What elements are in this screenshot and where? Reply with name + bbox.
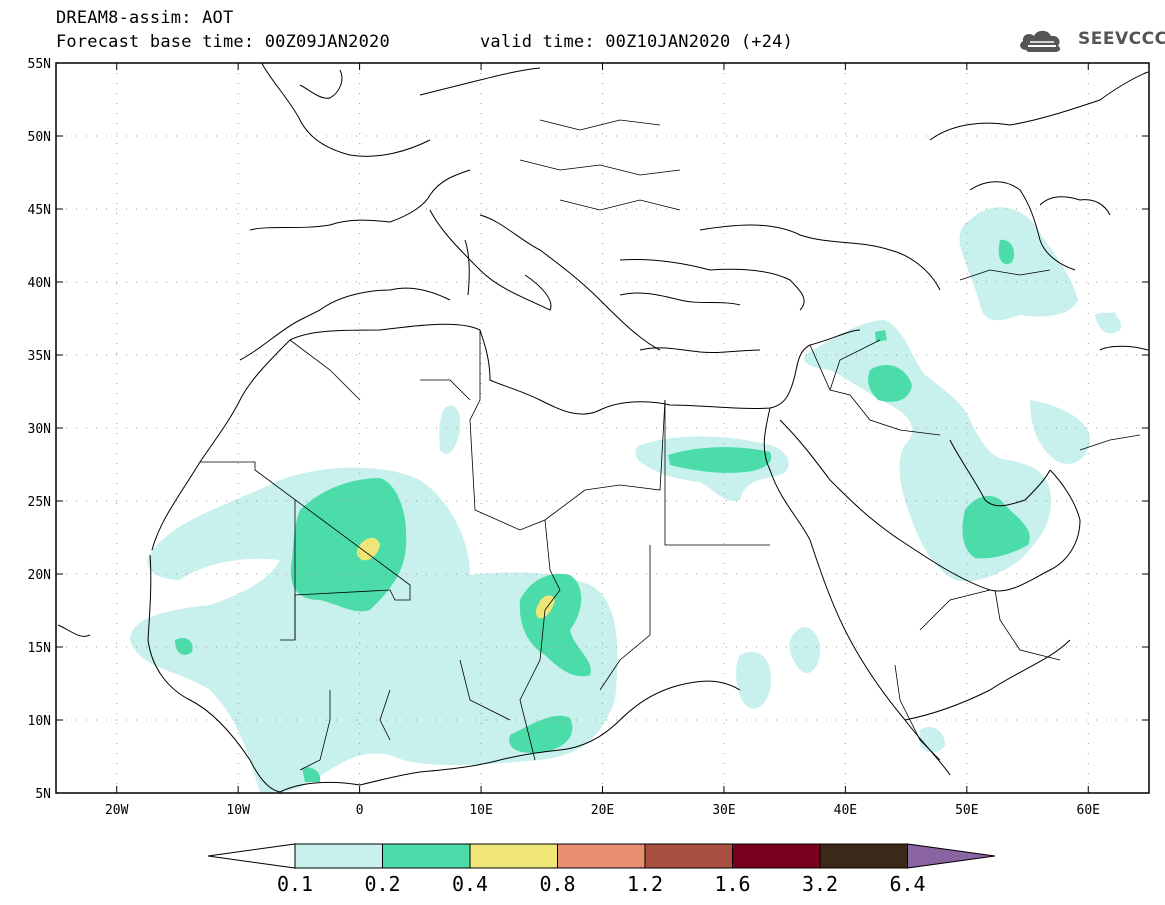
colorbar-swatch [644, 843, 733, 869]
lat-tick-label: 5N [35, 787, 51, 802]
colorbar-level-label: 3.2 [802, 872, 838, 896]
coastlines [57, 63, 1149, 793]
colorbar-level-label: 0.2 [364, 872, 400, 896]
colorbar-swatch [469, 843, 558, 869]
colorbar-level-label: 0.8 [539, 872, 575, 896]
lon-tick-label: 50E [955, 803, 978, 818]
lat-tick-label: 45N [28, 203, 51, 218]
logo-text: SEEVCCC [1078, 29, 1165, 49]
longitude-axis: 20W 10W 0 10E 20E 30E 40E 50E 60E [105, 63, 1100, 818]
latitude-axis: 55N 50N 45N 40N 35N 30N 25N 20N 15N 10N 5N [28, 57, 1149, 802]
lat-tick-label: 25N [28, 495, 51, 510]
lon-tick-label: 60E [1077, 803, 1100, 818]
colorbar-level-label: 1.2 [627, 872, 663, 896]
colorbar: 0.1 0.2 0.4 0.8 1.2 1.6 3.2 6.4 [207, 843, 996, 896]
lat-tick-label: 30N [28, 422, 51, 437]
lat-tick-label: 50N [28, 130, 51, 145]
aot-field [130, 207, 1121, 792]
lon-tick-label: 10W [226, 803, 250, 818]
lon-tick-label: 20E [591, 803, 614, 818]
lat-tick-label: 20N [28, 568, 51, 583]
colorbar-over-arrow [907, 843, 996, 869]
lon-tick-label: 20W [105, 803, 129, 818]
lon-tick-label: 30E [712, 803, 735, 818]
forecast-base-time: Forecast base time: 00Z09JAN2020 [56, 32, 390, 52]
graticule [56, 63, 1149, 793]
country-borders [200, 119, 1141, 771]
colorbar-level-label: 0.4 [452, 872, 488, 896]
colorbar-swatch [294, 843, 383, 869]
colorbar-swatch [732, 843, 821, 869]
lon-tick-label: 40E [834, 803, 857, 818]
colorbar-level-label: 6.4 [889, 872, 925, 896]
lon-tick-label: 0 [356, 803, 364, 818]
lat-tick-label: 10N [28, 714, 51, 729]
colorbar-swatch [382, 843, 471, 869]
lat-tick-label: 35N [28, 349, 51, 364]
lat-tick-label: 55N [28, 57, 51, 72]
valid-time: valid time: 00Z10JAN2020 (+24) [480, 32, 794, 52]
lon-tick-label: 10E [469, 803, 492, 818]
colorbar-level-label: 1.6 [714, 872, 750, 896]
colorbar-level-label: 0.1 [277, 872, 313, 896]
lat-tick-label: 15N [28, 641, 51, 656]
lat-tick-label: 40N [28, 276, 51, 291]
cloud-logo-icon [1020, 30, 1061, 52]
map-title: DREAM8-assim: AOT [56, 8, 234, 28]
colorbar-under-arrow [207, 843, 296, 869]
colorbar-swatch [819, 843, 908, 869]
colorbar-swatch [557, 843, 646, 869]
